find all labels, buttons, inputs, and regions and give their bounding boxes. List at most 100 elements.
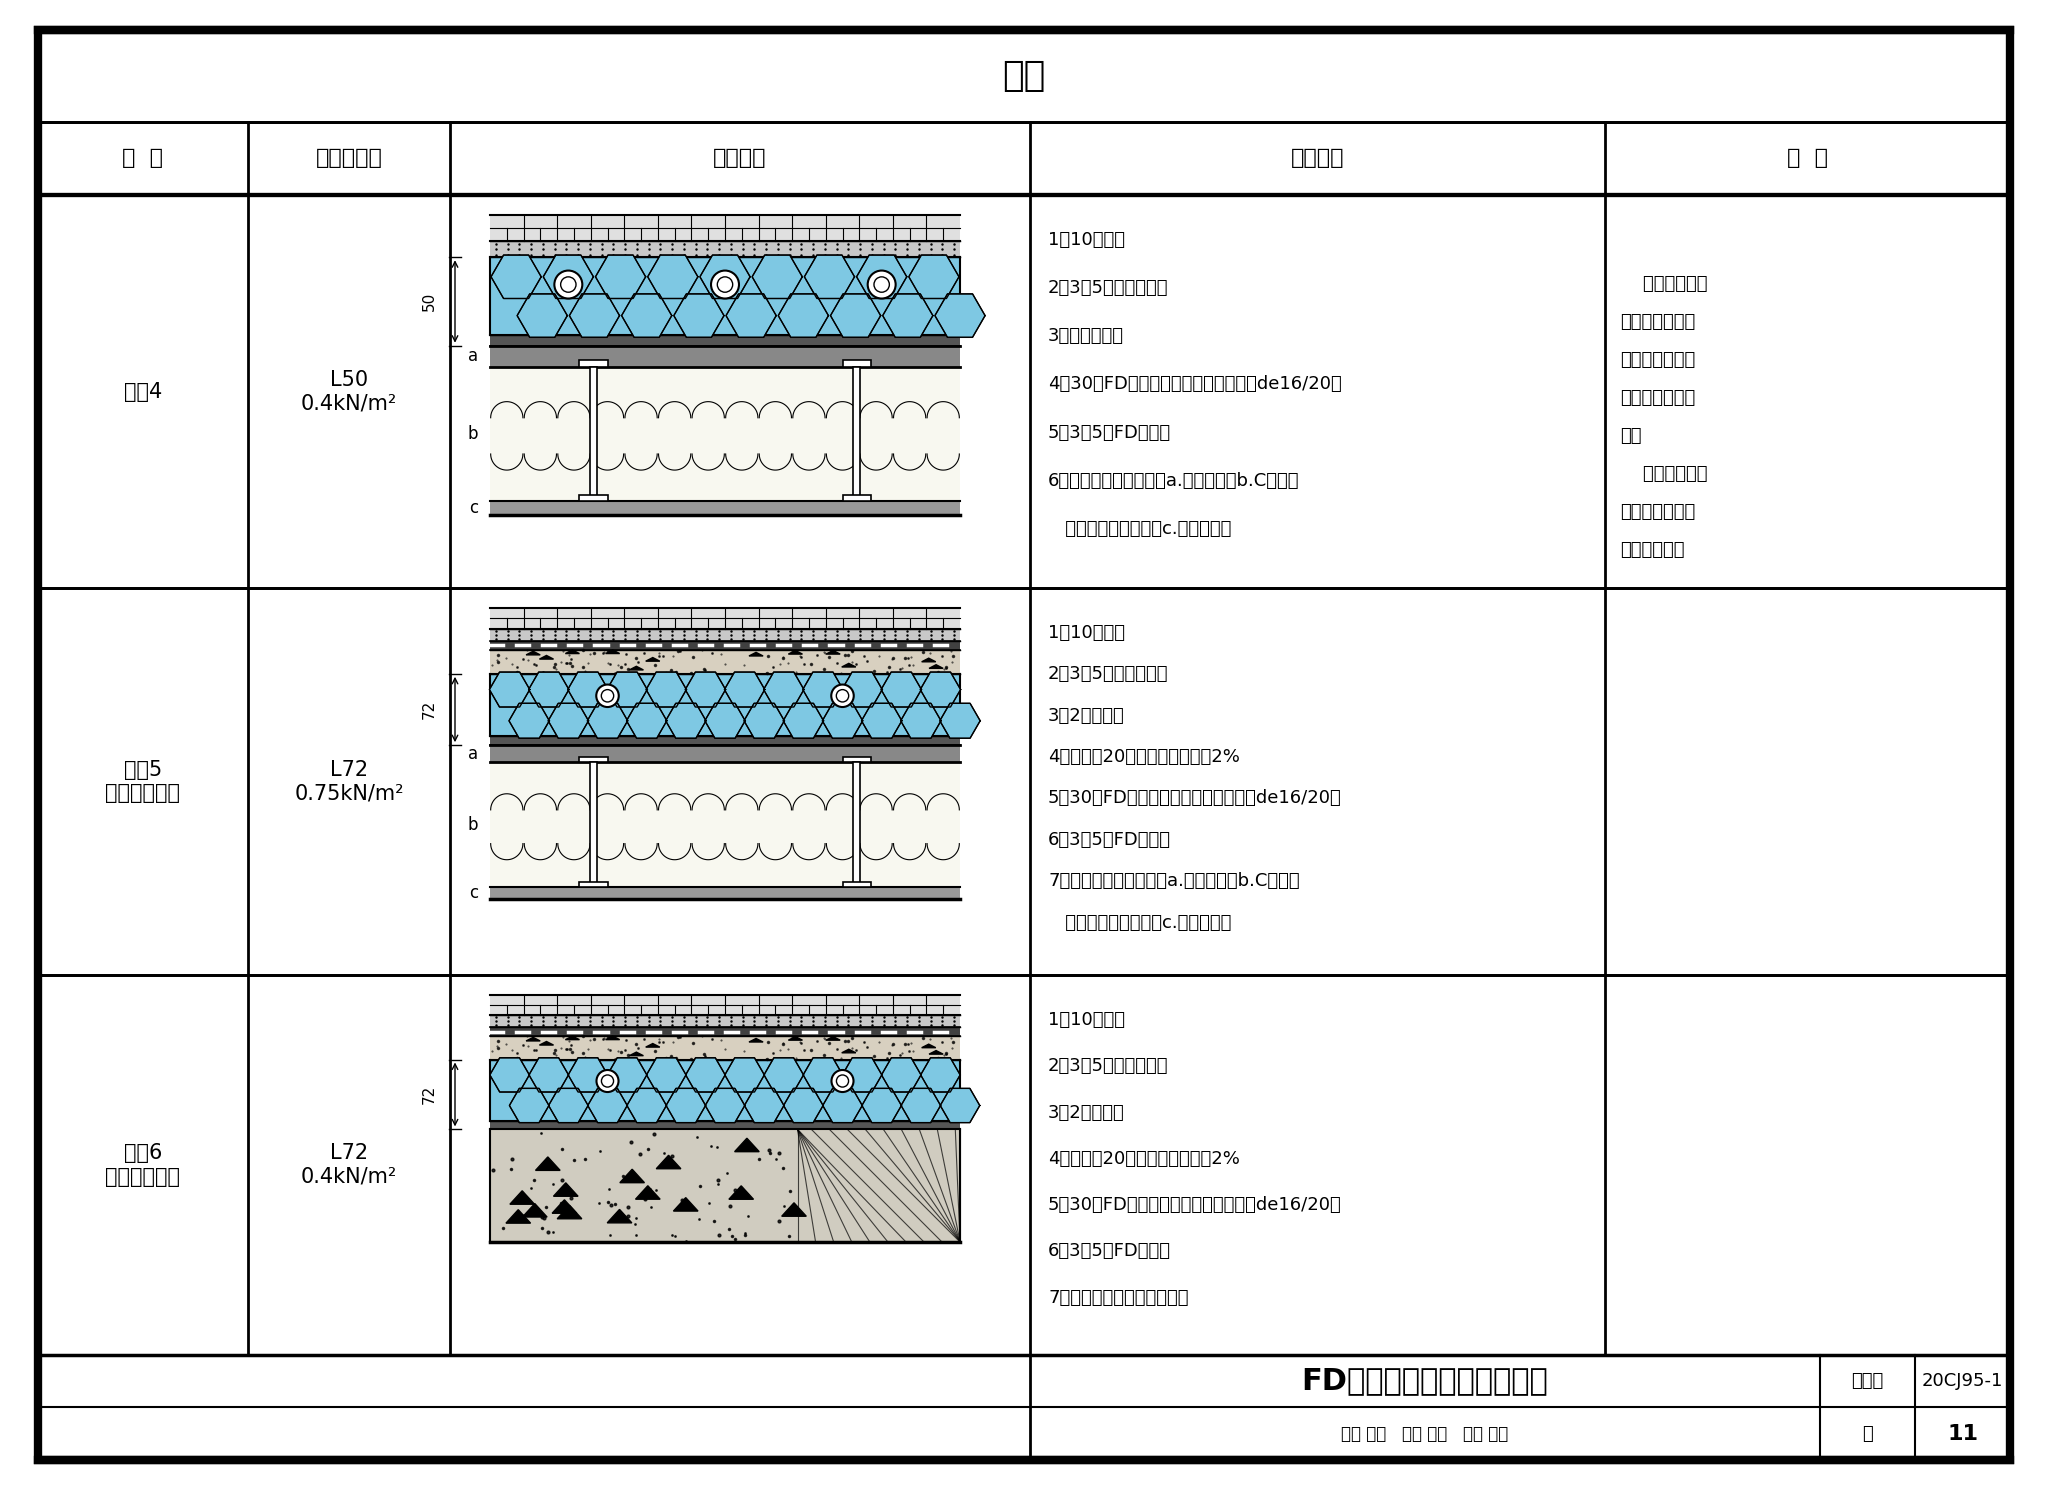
Text: b: b	[467, 426, 477, 443]
Text: 3．2厚防水层: 3．2厚防水层	[1049, 707, 1124, 725]
Polygon shape	[608, 1058, 647, 1092]
Text: 编  号: 编 号	[123, 149, 164, 168]
Polygon shape	[823, 704, 862, 738]
Polygon shape	[526, 1037, 541, 1042]
Text: 3．界面剂一道: 3．界面剂一道	[1049, 327, 1124, 345]
Polygon shape	[705, 704, 745, 738]
Polygon shape	[645, 658, 659, 661]
Polygon shape	[510, 1190, 535, 1204]
Polygon shape	[553, 1183, 578, 1196]
Bar	[580, 360, 608, 366]
Polygon shape	[567, 1058, 608, 1092]
Text: 适用于辐射供: 适用于辐射供	[1620, 275, 1708, 293]
Polygon shape	[881, 1058, 922, 1092]
Polygon shape	[623, 295, 672, 338]
Text: 3．2厚防水层: 3．2厚防水层	[1049, 1104, 1124, 1122]
Polygon shape	[645, 1043, 659, 1048]
Polygon shape	[862, 1088, 901, 1122]
Polygon shape	[549, 1088, 588, 1122]
Bar	[489, 995, 961, 1015]
Text: 材料由设计师确: 材料由设计师确	[1620, 388, 1696, 408]
Polygon shape	[930, 665, 944, 668]
Text: 5．30厚FD干式地暖模块（内嵌加热管de16/20）: 5．30厚FD干式地暖模块（内嵌加热管de16/20）	[1049, 1196, 1341, 1214]
Polygon shape	[803, 673, 844, 707]
Bar	[590, 762, 596, 887]
Polygon shape	[510, 1088, 549, 1122]
Polygon shape	[629, 1052, 643, 1055]
Text: 2．3～5厚瓷砖胶粘剂: 2．3～5厚瓷砖胶粘剂	[1049, 280, 1169, 298]
Text: 6．3～5厚FD胶粘剂: 6．3～5厚FD胶粘剂	[1049, 1242, 1171, 1260]
Polygon shape	[627, 704, 668, 738]
Text: 4．30厚FD干式地暖模块（内嵌加热管de16/20）: 4．30厚FD干式地暖模块（内嵌加热管de16/20）	[1049, 375, 1341, 393]
Circle shape	[711, 271, 739, 299]
Text: 续表: 续表	[1001, 60, 1047, 92]
Text: 定。: 定。	[1620, 427, 1642, 445]
Bar	[489, 335, 961, 345]
Polygon shape	[752, 254, 803, 299]
Text: 厚度及重量: 厚度及重量	[315, 149, 383, 168]
Polygon shape	[823, 1088, 862, 1122]
Text: 50: 50	[422, 292, 436, 311]
Polygon shape	[856, 254, 907, 299]
Circle shape	[868, 271, 895, 299]
Text: 设计师确定。: 设计师确定。	[1620, 542, 1686, 559]
Polygon shape	[883, 295, 932, 338]
Polygon shape	[666, 1088, 707, 1122]
Polygon shape	[553, 1199, 578, 1213]
Bar	[489, 257, 961, 335]
Text: 2．3～5厚瓷砖胶粘剂: 2．3～5厚瓷砖胶粘剂	[1049, 1058, 1169, 1076]
Polygon shape	[621, 1170, 645, 1183]
Polygon shape	[784, 1088, 823, 1122]
Polygon shape	[674, 295, 725, 338]
Polygon shape	[489, 673, 530, 707]
Text: b: b	[467, 815, 477, 833]
Polygon shape	[831, 295, 881, 338]
Polygon shape	[909, 254, 958, 299]
Polygon shape	[729, 1186, 754, 1199]
Text: 1．10厚地砖: 1．10厚地砖	[1049, 1010, 1124, 1030]
Text: 72: 72	[422, 1085, 436, 1104]
Text: 20CJ95-1: 20CJ95-1	[1921, 1372, 2003, 1390]
Text: 5．3～5厚FD胶粘剂: 5．3～5厚FD胶粘剂	[1049, 424, 1171, 442]
Text: 页: 页	[1862, 1424, 1872, 1442]
Polygon shape	[842, 673, 883, 707]
Bar	[489, 609, 961, 629]
Polygon shape	[655, 1155, 680, 1168]
Polygon shape	[920, 673, 961, 707]
Polygon shape	[936, 295, 985, 338]
Text: （内填保温材料）；c.封底彩板〕: （内填保温材料）；c.封底彩板〕	[1049, 519, 1231, 537]
Polygon shape	[825, 1037, 840, 1040]
Bar	[489, 1036, 961, 1059]
Polygon shape	[635, 1186, 659, 1199]
Polygon shape	[608, 1210, 633, 1223]
Polygon shape	[842, 1058, 883, 1092]
Polygon shape	[778, 295, 829, 338]
Polygon shape	[647, 254, 698, 299]
Text: 1．10厚地砖: 1．10厚地砖	[1049, 231, 1124, 248]
Text: FD干式地暖构造做法选用表: FD干式地暖构造做法选用表	[1303, 1366, 1548, 1396]
Bar	[489, 887, 961, 899]
Text: 2．3～5厚瓷砖胶粘剂: 2．3～5厚瓷砖胶粘剂	[1049, 665, 1169, 683]
Polygon shape	[727, 295, 776, 338]
Text: 11: 11	[1948, 1424, 1978, 1443]
Polygon shape	[510, 704, 549, 738]
Polygon shape	[803, 1058, 842, 1092]
Text: L72
0.4kN/m²: L72 0.4kN/m²	[301, 1143, 397, 1186]
Bar	[489, 366, 961, 501]
Text: 7．混凝土楼板（地面）基层: 7．混凝土楼板（地面）基层	[1049, 1289, 1188, 1306]
Text: 4．最薄处20厚水泥砂浆找坡层2%: 4．最薄处20厚水泥砂浆找坡层2%	[1049, 748, 1239, 766]
Bar	[489, 629, 961, 641]
Polygon shape	[735, 1138, 760, 1152]
Polygon shape	[901, 1088, 940, 1122]
Bar	[580, 494, 608, 501]
Polygon shape	[750, 652, 764, 656]
Bar	[842, 360, 870, 366]
Text: a: a	[467, 744, 477, 763]
Polygon shape	[825, 650, 840, 655]
Polygon shape	[743, 1088, 784, 1122]
Bar	[489, 745, 961, 762]
Polygon shape	[764, 1058, 803, 1092]
Bar	[842, 757, 870, 762]
Polygon shape	[606, 1036, 621, 1040]
Bar	[842, 882, 870, 887]
